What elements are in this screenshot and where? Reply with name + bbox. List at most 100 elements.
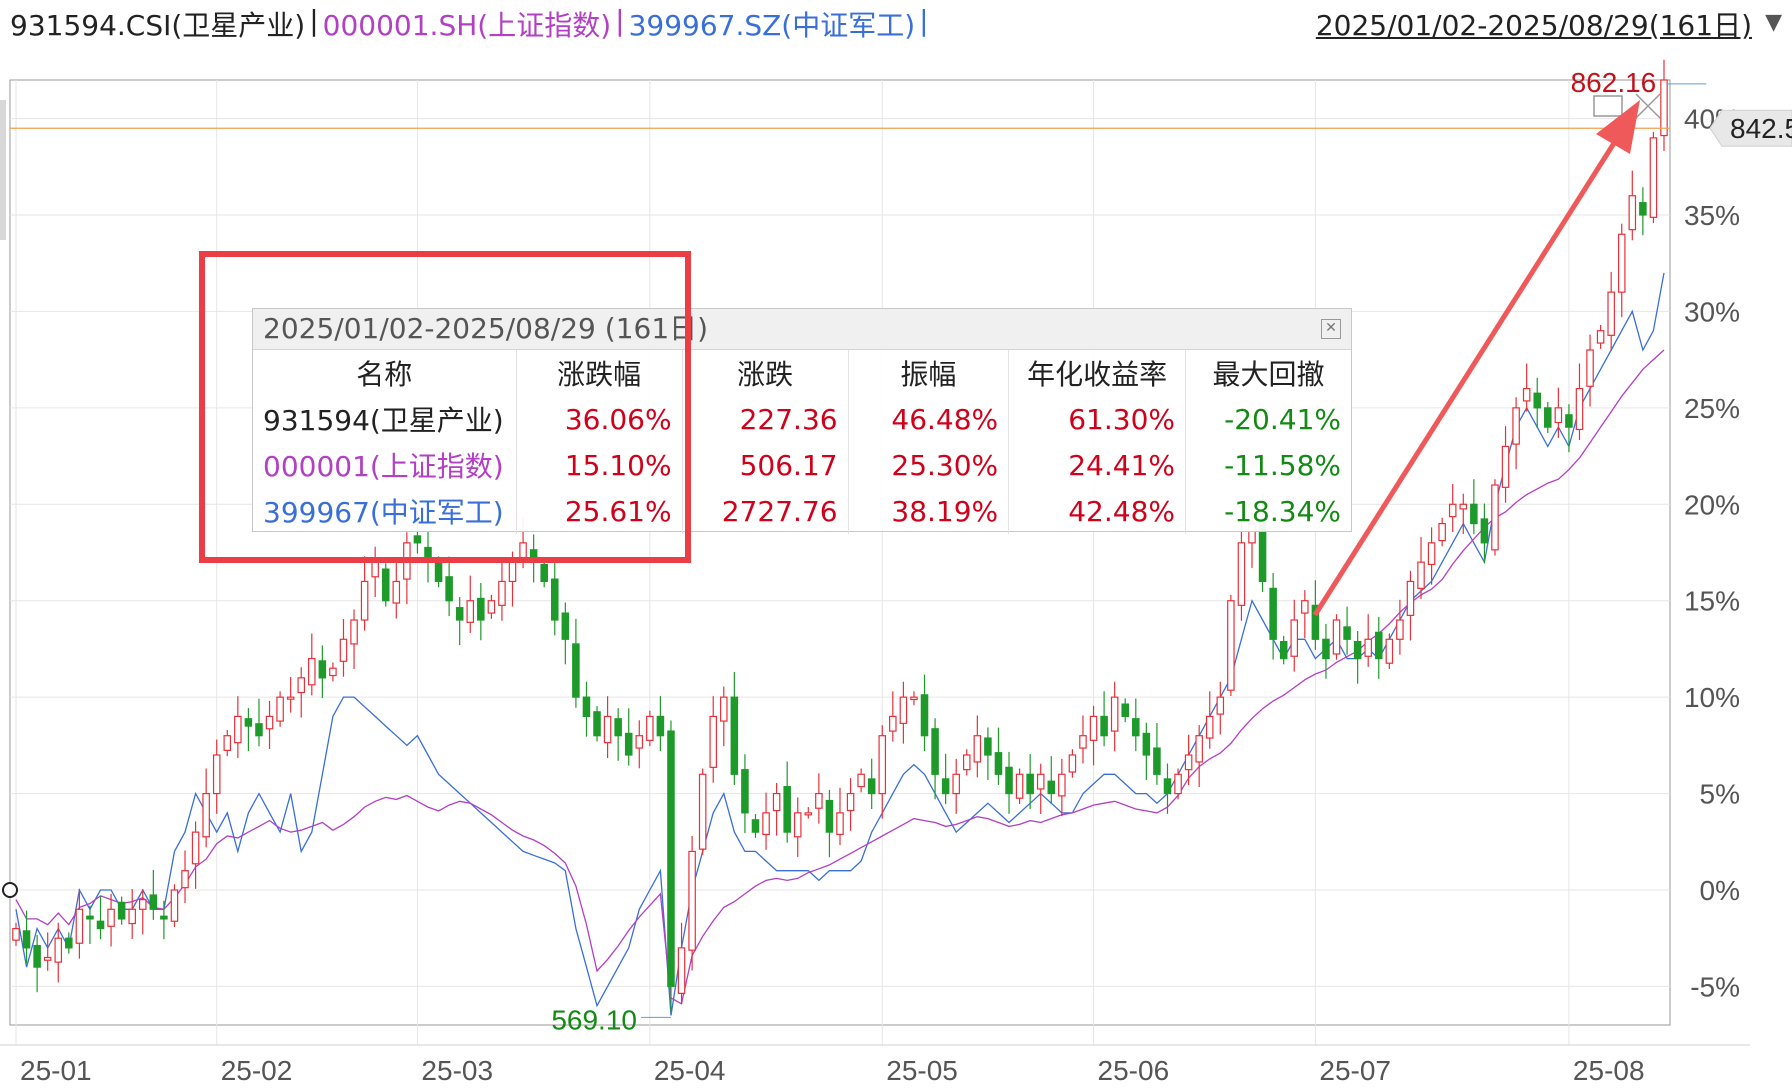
legend-separator: | bbox=[615, 4, 625, 37]
legend-military-index[interactable]: 399967.SZ(中证军工) bbox=[628, 9, 916, 42]
candle-body bbox=[656, 715, 665, 737]
candle-body bbox=[1448, 503, 1457, 518]
date-range-selector[interactable]: 2025/01/02-2025/08/29(161日) bbox=[1315, 9, 1752, 42]
interval-stats-panel: 2025/01/02-2025/08/29 (161日) ✕ 名称 涨跌幅 涨跌… bbox=[252, 308, 1352, 534]
candle-body bbox=[1438, 522, 1446, 542]
y-tick-label: 5% bbox=[1700, 779, 1740, 810]
table-row[interactable]: 931594(卫星产业) 36.06% 227.36 46.48% 61.30%… bbox=[253, 396, 1351, 442]
row-name: 399967(中证军工) bbox=[253, 488, 517, 534]
candle-body bbox=[920, 694, 929, 737]
table-row[interactable]: 000001(上证指数) 15.10% 506.17 25.30% 24.41%… bbox=[253, 442, 1351, 488]
stats-header-row: 名称 涨跌幅 涨跌 振幅 年化收益率 最大回撤 bbox=[253, 350, 1351, 396]
candle-body bbox=[223, 735, 232, 751]
current-price-label: 842.5 bbox=[1730, 113, 1792, 144]
candle-body bbox=[910, 696, 918, 701]
candle-body bbox=[878, 735, 887, 795]
candle-body bbox=[688, 850, 696, 951]
candle-body bbox=[308, 657, 316, 686]
candle-body bbox=[12, 927, 20, 941]
candle-body bbox=[1174, 773, 1182, 795]
candle-body bbox=[371, 561, 379, 578]
candle-body bbox=[43, 956, 52, 961]
candle-body bbox=[952, 773, 960, 795]
row-change: 506.17 bbox=[682, 442, 849, 488]
candle-body bbox=[889, 715, 897, 732]
row-annual-return: 61.30% bbox=[1008, 396, 1186, 442]
candle-body bbox=[54, 937, 63, 963]
candle-body bbox=[117, 901, 126, 920]
stats-panel-title: 2025/01/02-2025/08/29 (161日) ✕ bbox=[253, 309, 1351, 350]
candle-body bbox=[772, 792, 781, 812]
row-name: 931594(卫星产业) bbox=[253, 396, 517, 442]
candle-body bbox=[498, 580, 506, 606]
candle-body bbox=[466, 600, 475, 623]
candle-body bbox=[381, 568, 390, 602]
candle-body bbox=[825, 799, 834, 833]
candle-body bbox=[508, 561, 517, 583]
x-tick-label: 25-04 bbox=[654, 1055, 726, 1086]
candle-body bbox=[1279, 640, 1288, 660]
highlight-box-annotation bbox=[199, 251, 691, 563]
candle-body bbox=[1501, 445, 1510, 488]
candle-body bbox=[984, 737, 992, 756]
candle-body bbox=[1332, 619, 1341, 655]
candle-body bbox=[1491, 484, 1499, 551]
candle-body bbox=[1047, 780, 1056, 795]
candle-body bbox=[857, 773, 865, 788]
candle-body bbox=[1216, 696, 1225, 715]
col-header-annual-return: 年化收益率 bbox=[1008, 350, 1186, 396]
candle-body bbox=[1058, 773, 1066, 797]
candle-body bbox=[434, 561, 443, 583]
candle-body bbox=[899, 696, 908, 724]
candle-body bbox=[593, 711, 601, 737]
candle-body bbox=[212, 754, 221, 795]
row-change-pct: 36.06% bbox=[516, 396, 683, 442]
col-header-change-pct: 涨跌幅 bbox=[516, 350, 683, 396]
col-header-change: 涨跌 bbox=[682, 350, 849, 396]
candle-body bbox=[667, 730, 675, 988]
row-change-pct: 15.10% bbox=[516, 442, 683, 488]
y-tick-label: 35% bbox=[1684, 200, 1740, 231]
legend-shanghai-index[interactable]: 000001.SH(上证指数) bbox=[322, 9, 612, 42]
candle-body bbox=[1565, 414, 1573, 428]
candle-body bbox=[941, 778, 950, 795]
candle-body bbox=[487, 600, 496, 614]
overlay-line bbox=[15, 349, 1665, 1005]
candle-body bbox=[1533, 392, 1541, 409]
row-change: 2727.76 bbox=[682, 488, 849, 534]
candle-body bbox=[741, 769, 749, 814]
y-tick-label: 25% bbox=[1684, 393, 1740, 424]
close-icon[interactable]: ✕ bbox=[1321, 319, 1341, 339]
min-value-label: 569.10 bbox=[551, 1004, 637, 1035]
candle-body bbox=[297, 677, 305, 694]
col-header-max-drawdown: 最大回撤 bbox=[1212, 358, 1325, 391]
candle-body bbox=[1205, 715, 1214, 739]
candle-body bbox=[1427, 542, 1436, 566]
candle-body bbox=[65, 937, 73, 949]
candle-body bbox=[1364, 638, 1372, 657]
candle-body bbox=[1617, 233, 1626, 293]
candle-body bbox=[867, 778, 876, 795]
maximize-icon bbox=[1593, 95, 1623, 117]
table-row[interactable]: 399967(中证军工) 25.61% 2727.76 38.19% 42.48… bbox=[253, 488, 1351, 534]
candle-body bbox=[1343, 626, 1351, 640]
candle-body bbox=[1311, 604, 1320, 640]
candle-body bbox=[360, 580, 369, 621]
candle-body bbox=[762, 812, 770, 836]
candle-body bbox=[751, 819, 760, 833]
candle-body bbox=[783, 786, 791, 833]
row-annual-return: 42.48% bbox=[1008, 488, 1186, 534]
candle-body bbox=[1512, 407, 1520, 445]
candle-body bbox=[720, 696, 728, 722]
candle-body bbox=[709, 715, 717, 768]
candle-body bbox=[624, 732, 633, 756]
candle-body bbox=[455, 607, 464, 621]
y-tick-label: 15% bbox=[1684, 586, 1740, 617]
candle-body bbox=[96, 920, 105, 930]
triangle-down-icon[interactable]: ▼ bbox=[1765, 10, 1782, 35]
x-tick-label: 25-06 bbox=[1098, 1055, 1170, 1086]
row-change: 227.36 bbox=[682, 396, 849, 442]
x-tick-label: 25-03 bbox=[421, 1055, 493, 1086]
legend-satellite-index[interactable]: 931594.CSI(卫星产业) bbox=[10, 9, 306, 42]
